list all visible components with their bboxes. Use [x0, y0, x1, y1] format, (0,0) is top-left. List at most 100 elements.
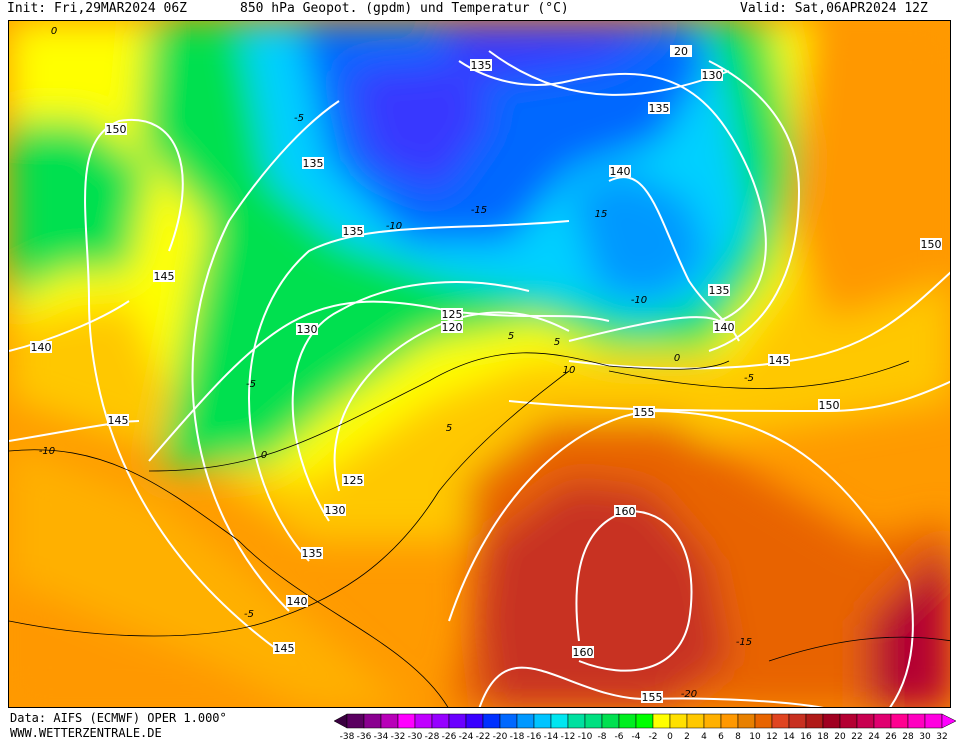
- svg-text:135: 135: [303, 157, 324, 170]
- geopotential-label: 135: [708, 284, 730, 297]
- colorbar-cell: [686, 713, 705, 729]
- weather-map: 135 130 135 150 135 140 135 150 145 135 125 120 140 1…: [8, 20, 951, 708]
- temperature-label: -15: [471, 205, 487, 216]
- temperature-label: -5: [744, 373, 754, 384]
- temperature-label: 0: [261, 450, 267, 461]
- temperature-contours: [9, 352, 950, 707]
- svg-text:155: 155: [642, 691, 663, 704]
- temperature-label: 0: [51, 26, 57, 37]
- temperature-label: -10: [386, 221, 402, 232]
- valid-time: Valid: Sat,06APR2024 12Z: [740, 1, 928, 16]
- colorbar-cell: [601, 713, 620, 729]
- geopotential-label: 160: [614, 505, 636, 518]
- colorbar-label: 30: [919, 732, 931, 741]
- colorbar-cell: [737, 713, 756, 729]
- svg-text:155: 155: [634, 406, 655, 419]
- geopotential-label: 155: [641, 691, 663, 704]
- colorbar-cell: [873, 713, 892, 729]
- colorbar-cell: [805, 713, 824, 729]
- colorbar-label: -16: [527, 732, 542, 741]
- colorbar-cell: [516, 713, 535, 729]
- colorbar-cell: [703, 713, 722, 729]
- colorbar-cell: [550, 713, 569, 729]
- colorbar-label: 0: [667, 732, 673, 741]
- colorbar-cell: [839, 713, 858, 729]
- colorbar-cell: [448, 713, 467, 729]
- temperature-label: 5: [554, 337, 560, 348]
- svg-text:125: 125: [442, 308, 463, 321]
- geopotential-label: 130: [324, 504, 346, 517]
- colorbar-label: 6: [718, 732, 724, 741]
- svg-text:20: 20: [674, 45, 688, 58]
- colorbar-cell: [754, 713, 773, 729]
- colorbar-cell: [856, 713, 875, 729]
- colorbar-label: -30: [408, 732, 423, 741]
- colorbar-label: -4: [632, 732, 641, 741]
- geopotential-label: 140: [286, 595, 308, 608]
- colorbar-label: 28: [902, 732, 914, 741]
- svg-text:140: 140: [287, 595, 308, 608]
- colorbar-cell: [380, 713, 399, 729]
- svg-text:135: 135: [343, 225, 364, 238]
- colorbar-cell: [346, 713, 365, 729]
- colorbar-cell: [363, 713, 382, 729]
- geopotential-label: 140: [713, 321, 735, 334]
- colorbar-cell: [482, 713, 501, 729]
- colorbar-cell: [584, 713, 603, 729]
- svg-text:135: 135: [471, 59, 492, 72]
- colorbar-cell: [414, 713, 433, 729]
- colorbar-cell: [533, 713, 552, 729]
- colorbar-label: 12: [766, 732, 777, 741]
- colorbar-label: 26: [885, 732, 897, 741]
- svg-text:145: 145: [108, 414, 129, 427]
- colorbar-arrow-low: [333, 713, 348, 729]
- colorbar-cell: [907, 713, 926, 729]
- colorbar-cell: [788, 713, 807, 729]
- colorbar-label: -12: [561, 732, 576, 741]
- colorbar-cell: [822, 713, 841, 729]
- colorbar-cell: [635, 713, 654, 729]
- temperature-label: -20: [681, 689, 697, 700]
- colorbar-label: -38: [340, 732, 355, 741]
- geopotential-label: 145: [768, 354, 790, 367]
- geopotential-label: 135: [342, 225, 364, 238]
- colorbar-cell: [567, 713, 586, 729]
- temperature-label: -5: [244, 609, 254, 620]
- geopotential-label: 135: [301, 547, 323, 560]
- website: WWW.WETTERZENTRALE.DE: [10, 726, 162, 740]
- geopotential-label: 120: [441, 321, 463, 334]
- colorbar-label: -20: [493, 732, 508, 741]
- colorbar-label: 24: [868, 732, 880, 741]
- geopotential-label: 140: [609, 165, 631, 178]
- colorbar-cell: [720, 713, 739, 729]
- colorbar-cell: [397, 713, 416, 729]
- temperature-label: 15: [595, 209, 608, 220]
- geopotential-label: 130: [701, 69, 723, 82]
- colorbar-label: 2: [684, 732, 690, 741]
- colorbar-cell: [499, 713, 518, 729]
- geopotential-label: 160: [572, 646, 594, 659]
- svg-text:130: 130: [325, 504, 346, 517]
- colorbar-label: -34: [374, 732, 389, 741]
- temperature-label: -5: [246, 379, 256, 390]
- colorbar-label: 14: [783, 732, 795, 741]
- colorbar-label: -2: [649, 732, 658, 741]
- colorbar-cell: [431, 713, 450, 729]
- svg-text:145: 145: [154, 270, 175, 283]
- geopotential-label: 140: [30, 341, 52, 354]
- geopotential-label: 135: [470, 59, 492, 72]
- temperature-label: -5: [294, 113, 304, 124]
- temperature-label: -10: [39, 446, 55, 457]
- svg-text:150: 150: [106, 123, 127, 136]
- colorbar-label: 10: [749, 732, 761, 741]
- geopotential-label: 150: [105, 123, 127, 136]
- svg-text:130: 130: [297, 323, 318, 336]
- colorbar-label: 20: [834, 732, 846, 741]
- colorbar-cell: [669, 713, 688, 729]
- colorbar-label: -36: [357, 732, 372, 741]
- svg-text:135: 135: [302, 547, 323, 560]
- svg-text:125: 125: [343, 474, 364, 487]
- colorbar-cell: [924, 713, 943, 729]
- svg-text:130: 130: [702, 69, 723, 82]
